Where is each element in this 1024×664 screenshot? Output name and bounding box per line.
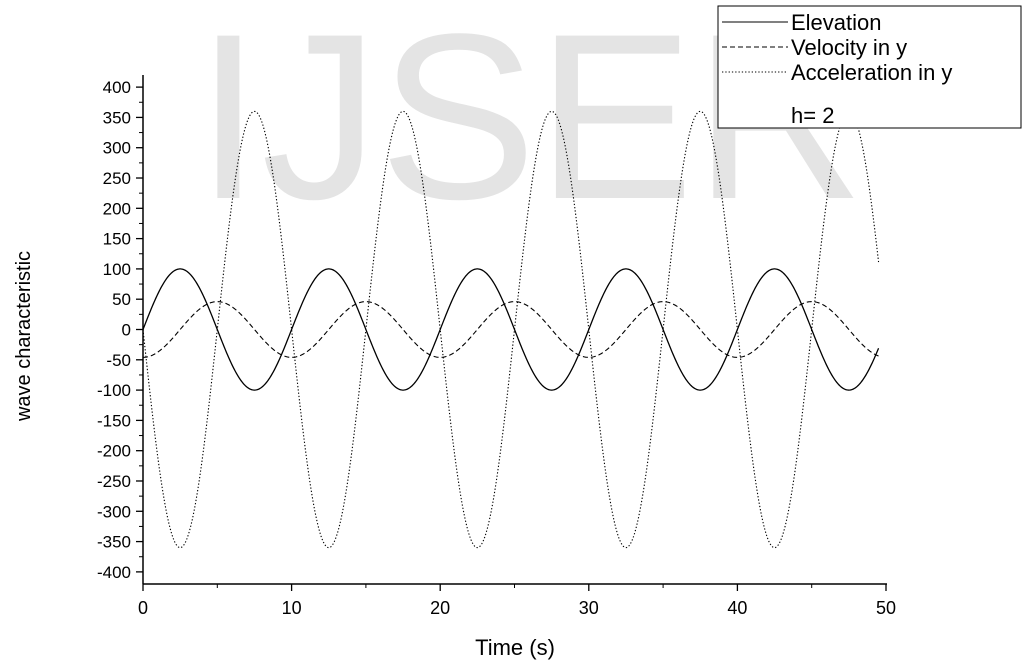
series-elevation xyxy=(142,268,880,391)
y-tick-label: -400 xyxy=(97,563,131,582)
y-tick-label: 400 xyxy=(103,78,131,97)
y-tick-label: -150 xyxy=(97,411,131,430)
x-tick-label: 20 xyxy=(430,598,450,618)
y-ticks: 400 350 300 250 200 150 100 50 0 -50 -100 -150 -200 -… xyxy=(97,78,143,582)
y-tick-label: -100 xyxy=(97,381,131,400)
y-tick-label: -250 xyxy=(97,472,131,491)
series-acceleration-in-y xyxy=(142,110,880,549)
y-tick-label: -350 xyxy=(97,533,131,552)
x-ticks: 0 10 20 30 40 50 xyxy=(138,584,896,618)
y-tick-label: -200 xyxy=(97,442,131,461)
plot-lines xyxy=(142,110,880,549)
x-axis-label: Time (s) xyxy=(475,635,555,660)
legend-label: Velocity in y xyxy=(791,35,907,60)
y-tick-label: 100 xyxy=(103,260,131,279)
y-tick-label: 200 xyxy=(103,199,131,218)
series-velocity-in-y xyxy=(142,301,879,358)
x-tick-label: 30 xyxy=(579,598,599,618)
x-tick-label: 10 xyxy=(282,598,302,618)
x-tick-label: 50 xyxy=(876,598,896,618)
y-axis-label: wave characteristic xyxy=(13,251,35,422)
y-tick-label: 150 xyxy=(103,230,131,249)
y-tick-label: 0 xyxy=(122,321,131,340)
legend-label: Acceleration in y xyxy=(791,60,952,85)
y-tick-label: 300 xyxy=(103,139,131,158)
y-tick-label: 50 xyxy=(112,290,131,309)
legend-label: Elevation xyxy=(791,10,882,35)
y-tick-label: 350 xyxy=(103,108,131,127)
x-tick-label: 40 xyxy=(727,598,747,618)
legend-box xyxy=(717,5,1022,129)
legend-note: h= 2 xyxy=(791,103,834,128)
y-tick-label: -50 xyxy=(106,351,131,370)
y-tick-label: 250 xyxy=(103,169,131,188)
y-tick-label: -300 xyxy=(97,502,131,521)
x-tick-label: 0 xyxy=(138,598,148,618)
